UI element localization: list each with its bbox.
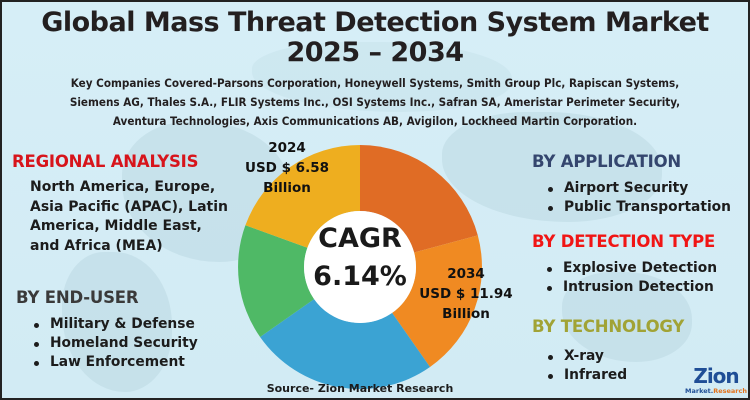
application-list: Airport Security Public Transportation bbox=[546, 179, 731, 217]
market-2024-label: 2024 USD $ 6.58 Billion bbox=[242, 138, 332, 198]
donut-segment-yellow bbox=[245, 145, 360, 248]
list-item: Infrared bbox=[546, 366, 627, 385]
donut-segment-blue bbox=[260, 299, 430, 389]
companies-line-1: Key Companies Covered-Parsons Corporatio… bbox=[70, 76, 680, 90]
title-line-2: 2025 – 2034 bbox=[286, 37, 464, 68]
cagr-label: CAGR bbox=[318, 223, 402, 254]
source-caption: Source- Zion Market Research bbox=[266, 382, 454, 395]
donut-segment-orange bbox=[392, 235, 482, 368]
list-item: Military & Defense bbox=[32, 315, 198, 334]
logo-subtext: Market.Research bbox=[685, 387, 747, 395]
map-background-shape bbox=[62, 252, 172, 392]
page-title: Global Mass Threat Detection System Mark… bbox=[2, 8, 748, 68]
logo-main-text: Zion bbox=[693, 364, 739, 388]
companies-line-2: Siemens AG, Thales S.A., FLIR Systems In… bbox=[69, 95, 681, 109]
list-item: Intrusion Detection bbox=[545, 278, 717, 297]
zion-logo: Zion Market.Research bbox=[685, 364, 747, 398]
donut-segment-green bbox=[238, 225, 315, 337]
cagr-value: 6.14% bbox=[313, 261, 407, 292]
regional-analysis-heading: REGIONAL ANALYSIS bbox=[12, 152, 199, 171]
title-line-1: Global Mass Threat Detection System Mark… bbox=[41, 7, 709, 38]
list-item: X-ray bbox=[546, 347, 627, 366]
regional-analysis-text: North America, Europe, Asia Pacific (APA… bbox=[30, 179, 229, 254]
logo-sub-right: Research bbox=[713, 387, 747, 395]
map-background-shape bbox=[562, 272, 692, 362]
logo-sub-left: Market. bbox=[685, 387, 714, 395]
label-2034-year: 2034 bbox=[447, 266, 485, 282]
end-user-list: Military & Defense Homeland Security Law… bbox=[32, 315, 198, 372]
detection-type-list: Explosive Detection Intrusion Detection bbox=[545, 259, 717, 297]
label-2024-unit: Billion bbox=[263, 180, 311, 196]
list-item: Explosive Detection bbox=[545, 259, 717, 278]
label-2034-value: USD $ 11.94 bbox=[419, 286, 513, 302]
technology-heading: BY TECHNOLOGY bbox=[532, 317, 685, 336]
list-item: Homeland Security bbox=[32, 334, 198, 353]
donut-segment-dark-orange bbox=[360, 145, 478, 253]
market-2034-label: 2034 USD $ 11.94 Billion bbox=[416, 264, 516, 324]
list-item: Law Enforcement bbox=[32, 353, 198, 372]
technology-list: X-ray Infrared bbox=[546, 347, 627, 385]
list-item: Public Transportation bbox=[546, 198, 731, 217]
key-companies: Key Companies Covered-Parsons Corporatio… bbox=[22, 74, 728, 131]
companies-line-3: Aventura Technologies, Axis Communicatio… bbox=[112, 114, 638, 128]
cagr-center: CAGR 6.14% bbox=[302, 220, 418, 296]
application-heading: BY APPLICATION bbox=[532, 152, 682, 171]
detection-type-heading: BY DETECTION TYPE bbox=[532, 232, 716, 251]
label-2024-year: 2024 bbox=[268, 140, 306, 156]
end-user-heading: BY END-USER bbox=[16, 288, 139, 307]
map-background-shape bbox=[252, 42, 512, 112]
label-2024-value: USD $ 6.58 bbox=[245, 160, 329, 176]
label-2034-unit: Billion bbox=[442, 306, 490, 322]
list-item: Airport Security bbox=[546, 179, 731, 198]
donut-chart bbox=[238, 145, 482, 389]
map-background-shape bbox=[442, 112, 662, 222]
donut-center bbox=[304, 211, 416, 323]
